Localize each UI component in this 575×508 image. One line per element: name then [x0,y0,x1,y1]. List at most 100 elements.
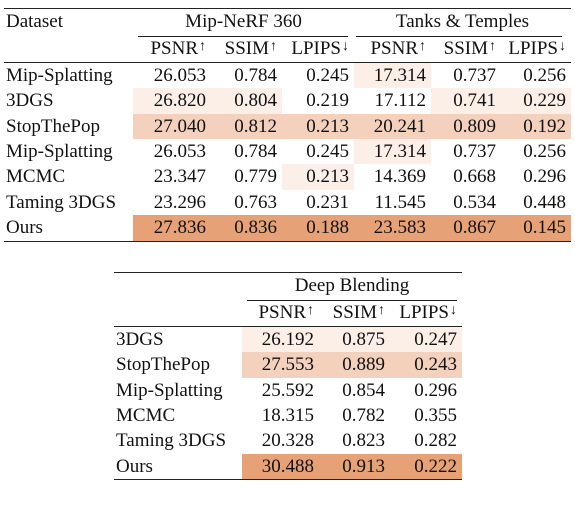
table-row: MCMC 18.315 0.782 0.355 [114,403,462,428]
value-cell: 0.889 [319,352,390,378]
method-name: Ours [116,455,153,477]
method-name: Mip-Splatting [6,64,113,86]
metric-psnr: PSNR↑ [150,38,206,60]
value-cell: 17.314 [354,139,431,165]
metric-ssim: SSIM↑ [332,302,385,324]
value-cell: 0.854 [342,379,385,401]
value-cell: 17.112 [374,90,426,112]
table-row: StopThePop 27.040 0.812 0.213 20.241 0.8… [4,113,571,140]
value-cell: 0.256 [523,64,566,86]
value-cell: 0.222 [390,453,462,480]
table-row-ours: Ours 30.488 0.913 0.222 [114,453,462,480]
value-cell: 0.448 [523,191,566,213]
value-cell: 0.913 [319,453,390,480]
table-row: MCMC 23.347 0.779 0.213 14.369 0.668 0.2… [4,164,571,190]
value-cell: 26.820 [133,88,211,114]
value-cell: 0.741 [431,88,501,114]
value-cell: 0.784 [234,141,277,163]
value-cell: 20.328 [261,430,314,452]
header-row-groups: Dataset Mip-NeRF 360 Tanks & Temples [4,8,571,35]
results-table-bottom: Deep Blending PSNR↑ SSIM↑ LPIPS↓ 3DGS 26… [114,272,462,480]
value-cell: 14.369 [373,166,426,188]
metric-psnr: PSNR↑ [370,38,426,60]
value-cell: 0.219 [306,90,349,112]
value-cell: 18.315 [261,405,314,427]
up-arrow-icon: ↑ [270,39,277,55]
table-row: Taming 3DGS 23.296 0.763 0.231 11.545 0.… [4,190,571,215]
value-cell: 0.763 [234,191,277,213]
value-cell: 0.737 [453,64,496,86]
up-arrow-icon: ↑ [489,39,496,55]
method-name: MCMC [6,166,66,188]
value-cell: 25.592 [261,379,314,401]
value-cell: 20.241 [354,113,431,140]
method-name: Mip-Splatting [116,379,223,401]
value-cell: 0.231 [306,191,349,213]
value-cell: 26.053 [153,141,206,163]
group-underline [356,36,562,37]
method-name: 3DGS [116,328,164,350]
table-row: Mip-Splatting 25.592 0.854 0.296 [114,378,462,403]
value-cell: 26.192 [242,326,319,353]
value-cell: 17.314 [354,62,431,89]
value-cell: 0.213 [282,164,354,190]
value-cell: 0.804 [211,88,282,114]
value-cell: 0.668 [453,166,496,188]
down-arrow-icon: ↓ [450,303,457,319]
value-cell: 0.823 [342,430,385,452]
method-name: Ours [6,217,43,239]
value-cell: 23.583 [354,215,431,242]
value-cell: 0.809 [431,113,501,140]
value-cell: 0.192 [501,113,571,140]
metric-lpips: LPIPS↓ [291,38,349,60]
metric-psnr: PSNR↑ [258,302,314,324]
up-arrow-icon: ↑ [199,39,206,55]
header-row-metrics: PSNR↑ SSIM↑ LPIPS↓ [114,298,462,327]
value-cell: 0.245 [306,141,349,163]
metric-lpips: LPIPS↓ [399,302,457,324]
value-cell: 0.784 [234,64,277,86]
up-arrow-icon: ↑ [419,39,426,55]
value-cell: 0.247 [390,326,462,353]
table-row: Taming 3DGS 20.328 0.823 0.282 [114,428,462,453]
table-row-ours: Ours 27.836 0.836 0.188 23.583 0.867 0.1… [4,215,571,242]
group-underline [138,36,348,37]
value-cell: 0.229 [501,88,571,114]
table-row: Mip-Splatting 26.053 0.784 0.245 17.314 … [4,62,571,89]
value-cell: 0.296 [523,166,566,188]
method-name: Taming 3DGS [6,191,117,213]
value-cell: 0.296 [414,379,457,401]
method-name: Mip-Splatting [6,141,113,163]
results-table-top: Dataset Mip-NeRF 360 Tanks & Temples PSN… [4,8,571,242]
value-cell: 23.347 [153,166,206,188]
up-arrow-icon: ↑ [378,303,385,319]
value-cell: 0.782 [342,405,385,427]
group-tanks-temples: Tanks & Temples [395,11,530,32]
value-cell: 0.282 [414,430,457,452]
value-cell: 0.256 [523,141,566,163]
value-cell: 0.213 [282,113,354,140]
value-cell: 0.188 [282,215,354,242]
method-name: StopThePop [116,354,210,376]
value-cell: 0.875 [319,326,390,353]
value-cell: 0.812 [211,113,282,140]
value-cell: 0.867 [431,215,501,242]
metric-ssim: SSIM↑ [224,38,277,60]
table-row: StopThePop 27.553 0.889 0.243 [114,352,462,378]
header-row-groups: Deep Blending [114,272,462,299]
value-cell: 30.488 [242,453,319,480]
group-underline [247,300,457,301]
value-cell: 11.545 [374,191,426,213]
metric-ssim: SSIM↑ [443,38,496,60]
value-cell: 0.779 [234,166,277,188]
value-cell: 0.737 [453,141,496,163]
value-cell: 0.836 [211,215,282,242]
value-cell: 0.534 [453,191,496,213]
down-arrow-icon: ↓ [559,39,566,55]
value-cell: 27.836 [133,215,211,242]
value-cell: 23.296 [153,191,206,213]
table-row: 3DGS 26.820 0.804 0.219 17.112 0.741 0.2… [4,88,571,114]
value-cell: 27.040 [133,113,211,140]
table-row: Mip-Splatting 26.053 0.784 0.245 17.314 … [4,139,571,165]
value-cell: 0.243 [390,352,462,378]
